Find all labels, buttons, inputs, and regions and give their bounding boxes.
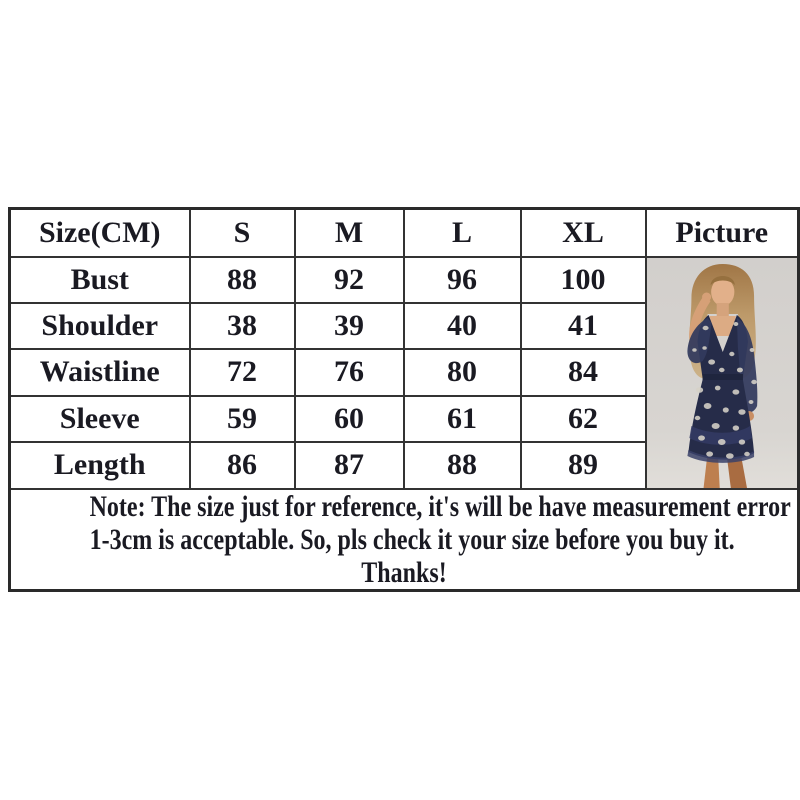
cell-length-m: 87 xyxy=(293,441,405,490)
row-label-bust: Bust xyxy=(8,255,191,304)
model-photo-illustration xyxy=(647,258,797,487)
cell-bust-l: 96 xyxy=(402,255,522,304)
col-header-picture: Picture xyxy=(644,207,800,258)
table-row-shoulder: Shoulder 38 39 40 41 xyxy=(8,301,799,351)
cell-bust-s: 88 xyxy=(188,255,296,304)
col-header-l: L xyxy=(402,207,522,258)
col-header-s: S xyxy=(188,207,296,258)
cell-shoulder-m: 39 xyxy=(293,301,405,351)
row-label-waistline: Waistline xyxy=(8,348,191,397)
note-line-3: Thanks! xyxy=(361,555,447,589)
note-line-2: 1-3cm is acceptable. So, pls check it yo… xyxy=(89,522,735,556)
col-header-m: M xyxy=(293,207,405,258)
row-label-sleeve: Sleeve xyxy=(8,394,191,444)
table-row-waistline: Waistline 72 76 80 84 xyxy=(8,348,799,397)
header-row: Size(CM) S M L XL Picture xyxy=(8,207,800,258)
note-row: Note: The size just for reference, it's … xyxy=(8,487,800,591)
cell-shoulder-s: 38 xyxy=(188,301,296,351)
cell-bust-xl: 100 xyxy=(519,255,647,304)
cell-length-l: 88 xyxy=(402,441,522,490)
table-row-bust: Bust 88 92 96 100 xyxy=(8,255,800,490)
size-chart-table: Size(CM) S M L XL Picture Bust 88 92 96 … xyxy=(8,207,800,592)
cell-shoulder-l: 40 xyxy=(402,301,522,351)
product-photo xyxy=(644,255,800,490)
note-line-1: Note: The size just for reference, it's … xyxy=(89,489,799,523)
cell-sleeve-xl: 62 xyxy=(519,394,647,444)
row-label-length: Length xyxy=(8,441,191,490)
cell-waistline-l: 80 xyxy=(402,348,522,397)
cell-bust-m: 92 xyxy=(293,255,405,304)
cell-waistline-xl: 84 xyxy=(519,348,647,397)
cell-length-xl: 89 xyxy=(519,441,647,490)
note-text-block: Note: The size just for reference, it's … xyxy=(8,487,800,591)
cell-sleeve-l: 61 xyxy=(402,394,522,444)
col-header-xl: XL xyxy=(519,207,647,258)
cell-sleeve-s: 59 xyxy=(188,394,296,444)
cell-length-s: 86 xyxy=(188,441,296,490)
table-row-length: Length 86 87 88 89 xyxy=(8,441,799,490)
cell-sleeve-m: 60 xyxy=(293,394,405,444)
cell-waistline-s: 72 xyxy=(188,348,296,397)
table-row-sleeve: Sleeve 59 60 61 62 xyxy=(8,394,799,444)
row-label-shoulder: Shoulder xyxy=(8,301,191,351)
cell-shoulder-xl: 41 xyxy=(519,301,647,351)
cell-waistline-m: 76 xyxy=(293,348,405,397)
col-header-size-cm: Size(CM) xyxy=(8,207,191,258)
